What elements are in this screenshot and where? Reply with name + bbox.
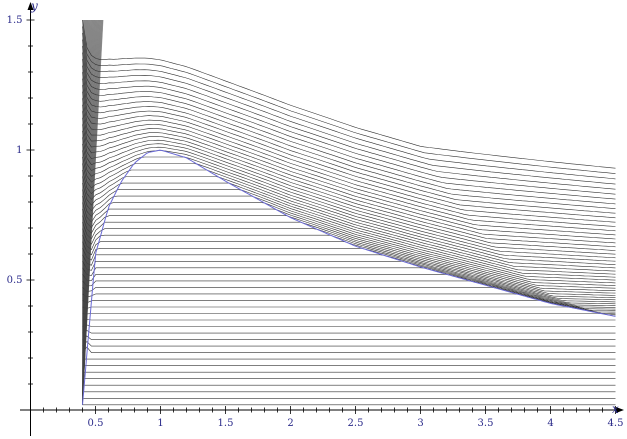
x-tick-label: 2.5 bbox=[348, 418, 364, 429]
x-tick-label: 2 bbox=[287, 418, 293, 429]
x-tick-label: 3 bbox=[417, 418, 423, 429]
series-line bbox=[82, 104, 616, 232]
series-line bbox=[82, 248, 616, 301]
x-tick-label: 4.5 bbox=[608, 418, 624, 429]
series-line bbox=[82, 228, 616, 294]
series-line bbox=[82, 65, 616, 205]
y-tick-label: 1.5 bbox=[7, 15, 23, 26]
series-line bbox=[82, 293, 616, 313]
x-tick-label: 3.5 bbox=[478, 418, 494, 429]
series-line bbox=[82, 46, 616, 190]
series-line bbox=[82, 163, 616, 265]
series-line bbox=[82, 221, 616, 291]
envelope-line bbox=[82, 149, 616, 405]
x-tick-label: 1 bbox=[157, 418, 163, 429]
series-line bbox=[82, 111, 616, 236]
x-axis-arrow bbox=[616, 407, 624, 413]
series-line bbox=[82, 19, 104, 405]
series-line bbox=[82, 182, 616, 275]
series-line bbox=[82, 117, 616, 240]
series-line bbox=[82, 124, 616, 244]
series-line bbox=[82, 306, 616, 316]
y-tick-label: 1 bbox=[16, 145, 22, 156]
series-line bbox=[82, 143, 616, 255]
series-line bbox=[82, 169, 616, 269]
series-line bbox=[82, 98, 616, 227]
x-tick-label: 1.5 bbox=[218, 418, 234, 429]
series-line bbox=[82, 330, 616, 334]
series-line bbox=[82, 195, 616, 281]
series-line bbox=[82, 319, 616, 321]
y-axis-label: y bbox=[30, 0, 38, 13]
series-line bbox=[82, 130, 616, 248]
series-line bbox=[82, 91, 616, 223]
series-line bbox=[82, 234, 616, 296]
series-line bbox=[82, 254, 616, 303]
series-line bbox=[82, 300, 616, 314]
x-axis-label: x bbox=[612, 402, 619, 416]
series-line bbox=[82, 78, 616, 214]
series-line bbox=[82, 324, 616, 327]
series-line bbox=[82, 137, 616, 251]
series-line bbox=[82, 32, 616, 180]
series-line bbox=[82, 341, 616, 347]
series-line bbox=[82, 287, 616, 311]
curve-family bbox=[82, 19, 616, 406]
series-line bbox=[82, 59, 616, 200]
envelope-curve bbox=[82, 149, 616, 405]
series-line bbox=[82, 85, 616, 219]
series-line bbox=[82, 150, 616, 259]
series-line bbox=[82, 72, 616, 209]
series-line bbox=[82, 313, 616, 317]
series-line bbox=[82, 52, 616, 195]
series-line bbox=[82, 202, 616, 284]
ticks bbox=[26, 19, 616, 414]
series-line bbox=[82, 241, 616, 298]
series-line bbox=[82, 215, 616, 289]
series-line bbox=[82, 176, 616, 272]
series-line bbox=[82, 267, 616, 306]
series-line bbox=[82, 189, 616, 278]
series-line bbox=[82, 280, 616, 310]
series-line bbox=[82, 39, 616, 185]
x-tick-label: 4 bbox=[547, 418, 553, 429]
series-line bbox=[82, 156, 616, 262]
axes bbox=[20, 2, 624, 436]
series-line bbox=[82, 19, 616, 169]
series-line bbox=[82, 335, 616, 340]
series-line bbox=[82, 346, 616, 353]
series-line bbox=[82, 260, 616, 305]
series-line bbox=[82, 26, 616, 174]
x-tick-label: 0.5 bbox=[88, 418, 104, 429]
series-line bbox=[82, 274, 616, 308]
y-axis-arrow bbox=[27, 2, 34, 10]
y-tick-label: 0.5 bbox=[7, 275, 23, 286]
series-line bbox=[82, 208, 616, 286]
tick-labels: 0.5 1 1.5 2 2.5 3 3.5 4 4.5 0.5 1 1.5 bbox=[7, 15, 624, 429]
